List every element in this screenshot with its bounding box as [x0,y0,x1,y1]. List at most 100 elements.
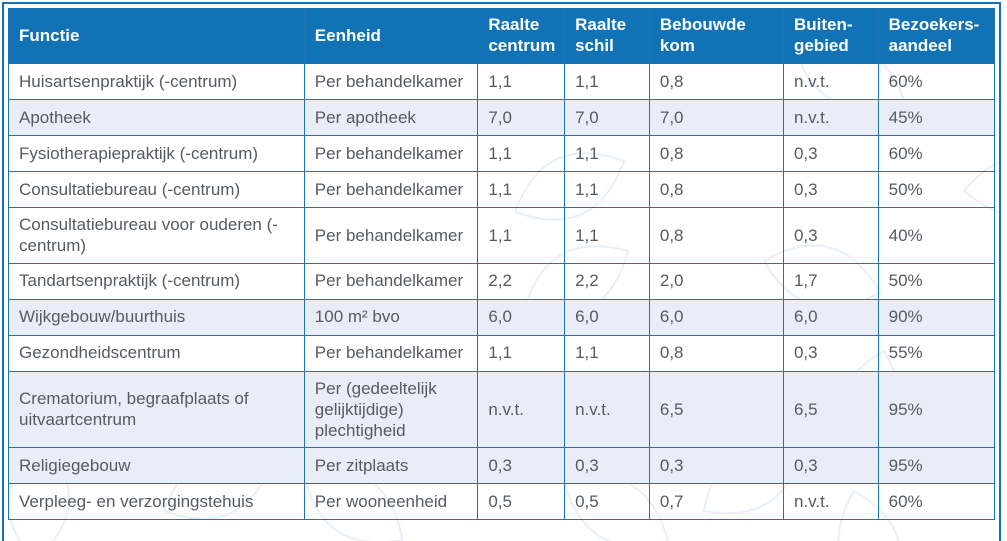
cell-eenheid: Per behandelkamer [303,135,479,172]
cell-functie: Tandartsenpraktijk (-centrum) [8,262,305,300]
table-row: Gezondheidscentrum Per behandelkamer 1,1… [8,334,996,372]
cell-bebouwde-kom: 7,0 [648,99,784,136]
cell-buitengebied: 0,3 [782,207,879,264]
cell-functie: Wijkgebouw/buurthuis [8,298,305,336]
table-row: Religiegebouw Per zitplaats 0,3 0,3 0,3 … [8,447,996,485]
cell-raalte-schil: 6,0 [564,298,650,336]
cell-eenheid: Per (gedeeltelijk gelijktijdige) plechti… [303,370,479,449]
cell-eenheid: Per wooneenheid [303,483,479,521]
cell-raalte-schil: 0,3 [564,447,650,485]
cell-functie: Crematorium, begraafplaats of uitvaartce… [8,370,305,449]
cell-eenheid: Per zitplaats [303,447,479,485]
column-header-functie: Functie [8,8,305,64]
cell-bebouwde-kom: 0,8 [648,135,784,172]
cell-functie: Apotheek [8,99,305,136]
cell-buitengebied: 0,3 [782,334,879,372]
cell-raalte-centrum: 1,1 [477,207,566,264]
column-header-buitengebied: Buiten- gebied [782,8,879,64]
cell-raalte-schil: 1,1 [564,334,650,372]
cell-buitengebied: 6,5 [782,370,879,449]
cell-raalte-centrum: 6,0 [477,298,566,336]
cell-buitengebied: n.v.t. [782,99,879,136]
cell-raalte-centrum: 0,3 [477,447,566,485]
table-header: Functie Eenheid Raalte centrum Raalte sc… [8,8,996,64]
cell-bebouwde-kom: 6,0 [648,298,784,336]
cell-eenheid: Per behandelkamer [303,63,479,100]
cell-functie: Fysiotherapiepraktijk (-centrum) [8,135,305,172]
table-row: Tandartsenpraktijk (-centrum) Per behand… [8,262,996,300]
column-header-bebouwde-kom: Bebouwde kom [648,8,784,64]
cell-raalte-centrum: 2,2 [477,262,566,300]
cell-raalte-schil: 0,5 [564,483,650,521]
cell-bebouwde-kom: 0,8 [648,171,784,208]
table-row: Apotheek Per apotheek 7,0 7,0 7,0 n.v.t.… [8,99,996,136]
column-header-eenheid: Eenheid [303,8,479,64]
cell-raalte-centrum: 7,0 [477,99,566,136]
cell-raalte-schil: 1,1 [564,207,650,264]
column-header-bezoekersaandeel: Bezoekers- aandeel [877,8,996,64]
cell-raalte-centrum: 1,1 [477,171,566,208]
cell-bezoekersaandeel: 50% [877,171,996,208]
cell-bezoekersaandeel: 55% [877,334,996,372]
cell-raalte-centrum: 1,1 [477,135,566,172]
cell-raalte-schil: 2,2 [564,262,650,300]
cell-bebouwde-kom: 0,8 [648,207,784,264]
table-body: Huisartsenpraktijk (-centrum) Per behand… [8,63,996,521]
cell-raalte-centrum: 0,5 [477,483,566,521]
cell-bezoekersaandeel: 95% [877,370,996,449]
parking-norms-table: Functie Eenheid Raalte centrum Raalte sc… [8,8,996,521]
table-row: Fysiotherapiepraktijk (-centrum) Per beh… [8,135,996,172]
cell-eenheid: Per behandelkamer [303,171,479,208]
cell-bezoekersaandeel: 60% [877,63,996,100]
cell-bebouwde-kom: 0,8 [648,63,784,100]
cell-raalte-centrum: n.v.t. [477,370,566,449]
cell-functie: Consultatiebureau (-centrum) [8,171,305,208]
cell-raalte-schil: 1,1 [564,135,650,172]
cell-functie: Verpleeg- en verzorgingstehuis [8,483,305,521]
cell-bezoekersaandeel: 45% [877,99,996,136]
cell-functie: Religiegebouw [8,447,305,485]
cell-bebouwde-kom: 0,8 [648,334,784,372]
cell-bebouwde-kom: 6,5 [648,370,784,449]
cell-bebouwde-kom: 0,7 [648,483,784,521]
cell-functie: Huisartsenpraktijk (-centrum) [8,63,305,100]
table-row: Verpleeg- en verzorgingstehuis Per woone… [8,483,996,521]
cell-raalte-schil: 1,1 [564,63,650,100]
cell-raalte-schil: 1,1 [564,171,650,208]
cell-eenheid: Per behandelkamer [303,262,479,300]
cell-eenheid: 100 m² bvo [303,298,479,336]
cell-functie: Consultatiebureau voor ouderen (-centrum… [8,207,305,264]
cell-raalte-schil: n.v.t. [564,370,650,449]
cell-eenheid: Per behandelkamer [303,334,479,372]
table-row: Huisartsenpraktijk (-centrum) Per behand… [8,63,996,100]
cell-buitengebied: n.v.t. [782,483,879,521]
cell-buitengebied: 6,0 [782,298,879,336]
cell-bezoekersaandeel: 50% [877,262,996,300]
cell-eenheid: Per behandelkamer [303,207,479,264]
table-row: Consultatiebureau voor ouderen (-centrum… [8,207,996,264]
cell-raalte-centrum: 1,1 [477,334,566,372]
table-row: Consultatiebureau (-centrum) Per behande… [8,171,996,208]
cell-buitengebied: 0,3 [782,135,879,172]
table-row: Wijkgebouw/buurthuis 100 m² bvo 6,0 6,0 … [8,298,996,336]
cell-raalte-schil: 7,0 [564,99,650,136]
cell-buitengebied: n.v.t. [782,63,879,100]
column-header-raalte-centrum: Raalte centrum [477,8,566,64]
cell-bezoekersaandeel: 40% [877,207,996,264]
cell-bezoekersaandeel: 90% [877,298,996,336]
cell-eenheid: Per apotheek [303,99,479,136]
cell-bezoekersaandeel: 60% [877,135,996,172]
cell-bezoekersaandeel: 95% [877,447,996,485]
column-header-raalte-schil: Raalte schil [564,8,650,64]
cell-buitengebied: 1,7 [782,262,879,300]
cell-bebouwde-kom: 2,0 [648,262,784,300]
cell-buitengebied: 0,3 [782,447,879,485]
table-row: Crematorium, begraafplaats of uitvaartce… [8,370,996,449]
cell-bezoekersaandeel: 60% [877,483,996,521]
cell-buitengebied: 0,3 [782,171,879,208]
cell-bebouwde-kom: 0,3 [648,447,784,485]
cell-raalte-centrum: 1,1 [477,63,566,100]
cell-functie: Gezondheidscentrum [8,334,305,372]
